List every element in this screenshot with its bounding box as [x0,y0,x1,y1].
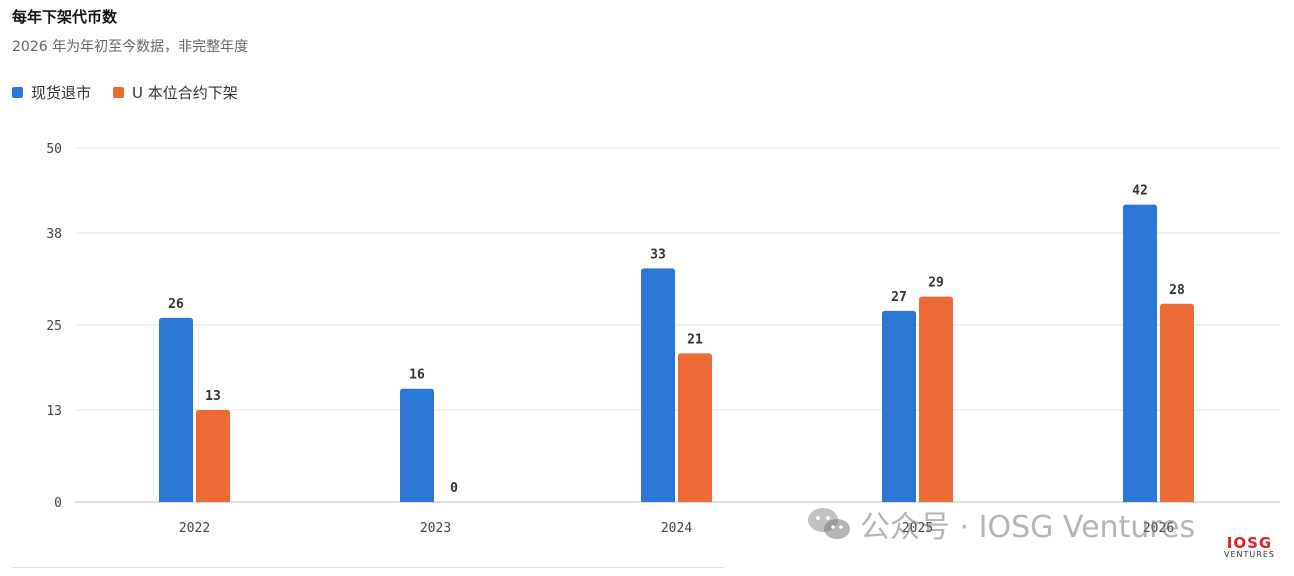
legend: 现货退市 U 本位合约下架 [12,82,238,103]
x-tick-label: 2025 [902,521,933,536]
bar-futures [196,409,230,502]
legend-item-spot[interactable]: 现货退市 [12,82,91,103]
y-tick-label: 50 [46,142,62,157]
y-tick-label: 25 [46,319,62,334]
iosg-logo: IOSG VENTURES [1224,536,1275,559]
data-label: 13 [205,389,221,404]
wechat-icon [808,508,850,539]
x-tick-label: 2022 [179,521,210,536]
legend-swatch-spot [12,87,23,98]
iosg-logo-main: IOSG [1226,534,1273,552]
data-label: 33 [650,247,666,262]
bottom-divider [12,567,724,568]
bar-chart: 0 13 25 38 50 2022 26 13 2023 16 0 2024 33 21 2025 27 29… [46,142,1280,536]
watermark-text: 公众号 · IOSG Ventures [860,510,1196,545]
bar-spot [641,268,675,502]
bar-futures [919,296,953,502]
data-label: 26 [168,297,184,312]
data-label: 29 [928,276,944,291]
data-label: 27 [891,290,907,305]
data-label: 42 [1132,184,1148,199]
legend-label-spot: 现货退市 [31,84,92,102]
x-tick-label: 2023 [420,521,451,536]
x-tick-label: 2026 [1143,521,1174,536]
data-label: 0 [450,481,458,496]
bar-spot [400,388,434,502]
legend-swatch-futures [113,87,125,98]
y-tick-label: 0 [54,496,62,511]
bar-futures [1160,303,1194,502]
chart-subtitle: 2026 年为年初至今数据，非完整年度 [12,39,249,55]
chart-title: 每年下架代币数 [12,8,118,26]
data-label: 21 [687,332,703,347]
bar-spot [1123,204,1157,502]
bar-spot [882,310,916,502]
legend-label-futures: U 本位合约下架 [132,84,238,102]
y-tick-label: 13 [46,404,62,419]
data-label: 28 [1169,283,1185,298]
x-tick-label: 2024 [661,521,692,536]
legend-item-futures[interactable]: U 本位合约下架 [113,82,238,103]
y-tick-label: 38 [46,227,62,242]
bar-spot [159,317,193,502]
bar-futures [678,353,712,502]
watermark: 公众号 · IOSG Ventures [806,502,1195,546]
data-label: 16 [409,368,425,383]
iosg-logo-sub: VENTURES [1224,550,1275,559]
